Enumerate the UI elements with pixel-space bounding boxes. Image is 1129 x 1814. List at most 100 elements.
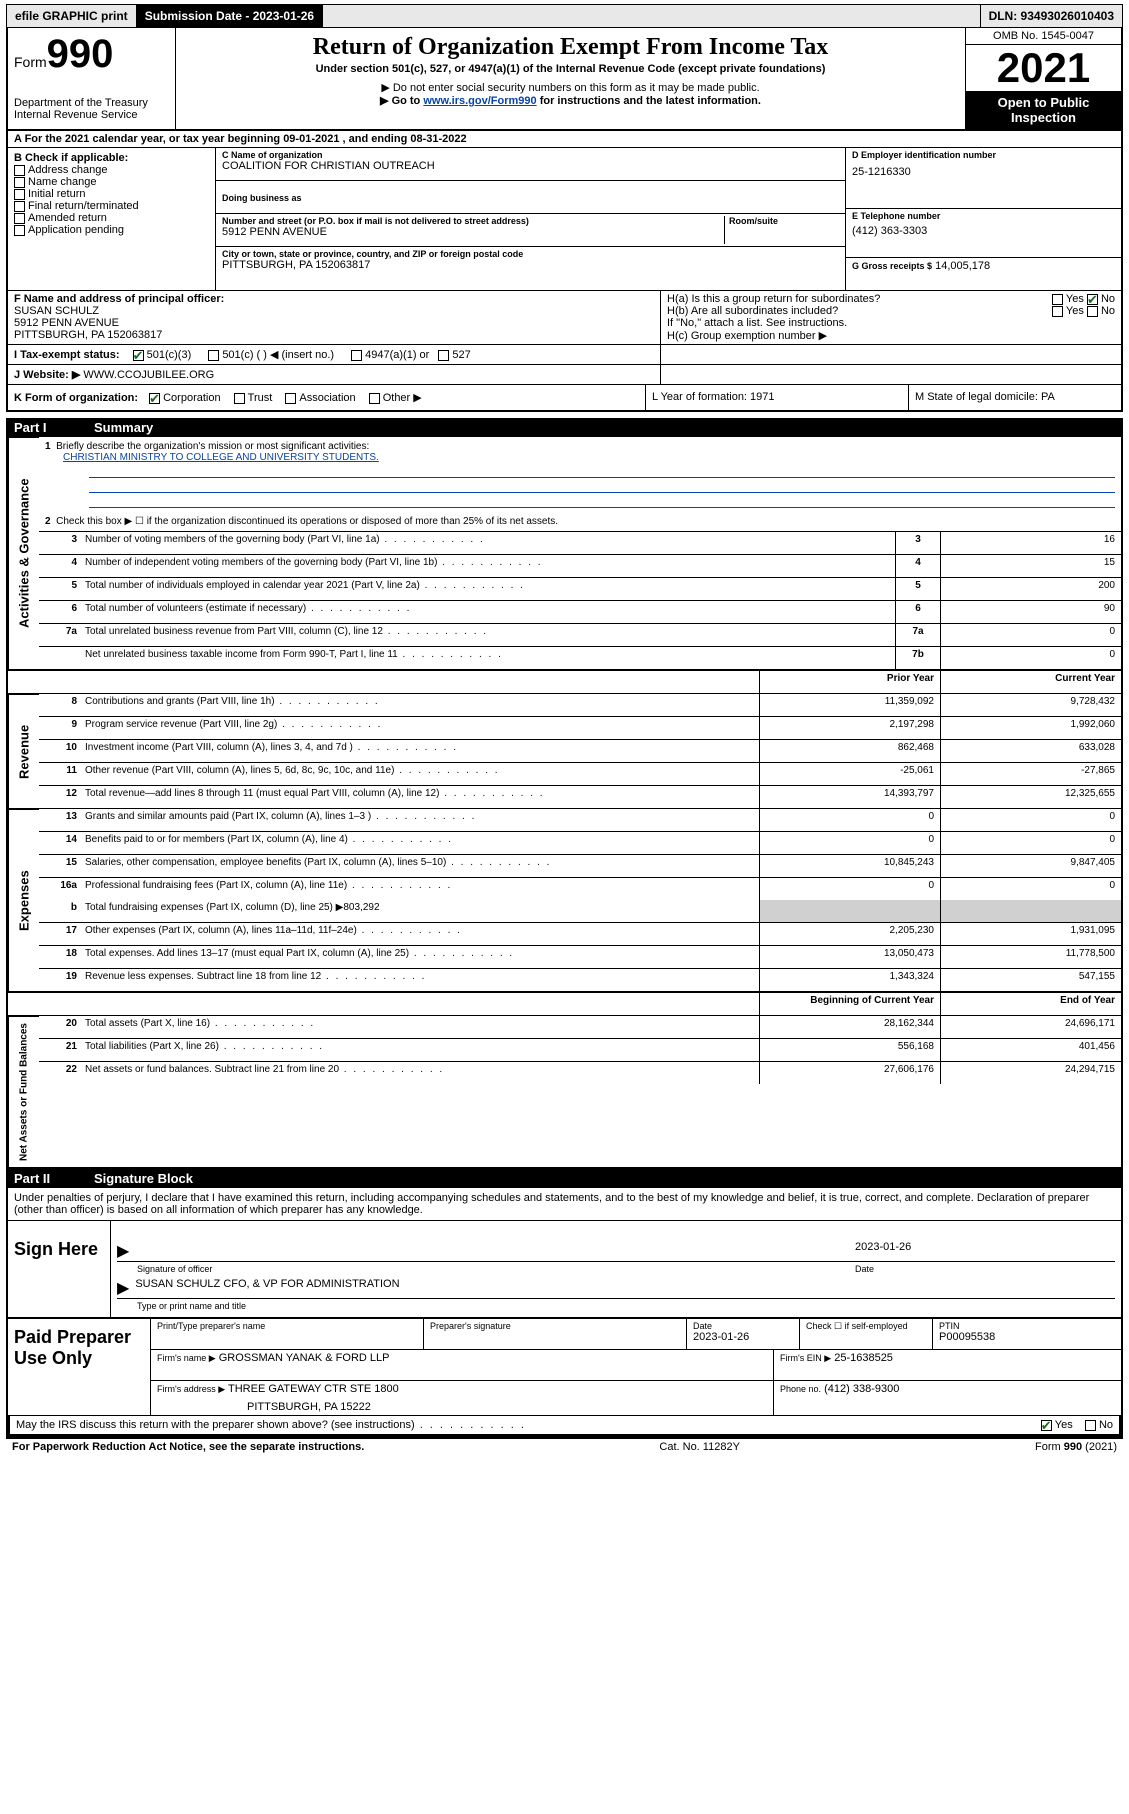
line-box: 4 [895,555,940,577]
part-2-title: Signature Block [94,1171,193,1186]
checkbox-amended[interactable] [14,213,25,224]
current-value: 11,778,500 [940,946,1121,968]
current-value: 12,325,655 [940,786,1121,808]
summary-line: 9Program service revenue (Part VIII, lin… [39,717,1121,740]
checkbox-final[interactable] [14,201,25,212]
sig-officer-field[interactable] [135,1241,855,1261]
f-line3: PITTSBURGH, PA 152063817 [14,329,654,341]
q1-answer[interactable]: CHRISTIAN MINISTRY TO COLLEGE AND UNIVER… [63,452,379,463]
hb-no-checkbox[interactable] [1087,306,1098,317]
k-trust-checkbox[interactable] [234,393,245,404]
irs-link[interactable]: www.irs.gov/Form990 [423,95,536,107]
firm-addr2-value: PITTSBURGH, PA 15222 [247,1401,767,1413]
pp-ptin-value: P00095538 [939,1331,1115,1343]
may-irs-text: May the IRS discuss this return with the… [16,1419,1041,1431]
b-opt-3-label: Final return/terminated [28,200,139,212]
part-2-header: Part II Signature Block [6,1169,1123,1188]
c-addr-value: 5912 PENN AVENUE [222,226,724,238]
header-center: Return of Organization Exempt From Incom… [176,28,965,129]
line-value: 15 [940,555,1121,577]
line-num: 7a [39,624,81,646]
ha-yes-label: Yes [1066,293,1084,305]
line-16b: b Total fundraising expenses (Part IX, c… [39,900,1121,923]
may-irs-row: May the IRS discuss this return with the… [8,1415,1121,1436]
k-assoc-checkbox[interactable] [285,393,296,404]
expense-rows: 13Grants and similar amounts paid (Part … [39,809,1121,991]
line-desc: Net unrelated business taxable income fr… [81,647,895,669]
may-irs-yes-checkbox[interactable] [1041,1420,1052,1431]
d-value: 25-1216330 [852,166,1115,178]
line-num: 6 [39,601,81,623]
i-501c3-checkbox[interactable] [133,350,144,361]
sig-date-value: 2023-01-26 [855,1241,1115,1261]
checkbox-addr-change[interactable] [14,165,25,176]
efile-print[interactable]: efile GRAPHIC print [7,5,137,27]
header-left: Form990 Department of the Treasury Inter… [8,28,176,129]
i-527-checkbox[interactable] [438,350,449,361]
part-1-body: Activities & Governance 1 Briefly descri… [6,437,1123,1169]
summary-line: 4Number of independent voting members of… [39,555,1121,578]
b-opt-5: Application pending [14,224,209,236]
col-header-row-2: Beginning of Current Year End of Year [8,991,1121,1016]
line-num: 3 [39,532,81,554]
dln: DLN: 93493026010403 [980,5,1122,27]
vtab-expenses: Expenses [8,809,39,991]
paid-preparer-section: Paid Preparer Use Only Print/Type prepar… [8,1317,1121,1415]
line-desc: Total number of individuals employed in … [81,578,895,600]
b-opt-5-label: Application pending [28,224,124,236]
line-num: 15 [39,855,81,877]
i-label: I Tax-exempt status: [14,349,120,361]
k-other-checkbox[interactable] [369,393,380,404]
sign-here-label: Sign Here [8,1221,111,1317]
pp-row-1: Print/Type preparer's name Preparer's si… [151,1319,1121,1350]
shaded-c-16b [940,900,1121,922]
line-num: 5 [39,578,81,600]
dept-treasury: Department of the Treasury [14,97,169,109]
may-irs-no-checkbox[interactable] [1085,1420,1096,1431]
summary-line: 14Benefits paid to or for members (Part … [39,832,1121,855]
paid-prep-fields: Print/Type preparer's name Preparer's si… [151,1319,1121,1415]
ha-no-checkbox[interactable] [1087,294,1098,305]
prior-value: 2,205,230 [759,923,940,945]
c-dba-label: Doing business as [222,193,839,203]
line-desc: Total expenses. Add lines 13–17 (must eq… [81,946,759,968]
k-corp-checkbox[interactable] [149,393,160,404]
line-box: 5 [895,578,940,600]
b-opt-4: Amended return [14,212,209,224]
hb-yes-checkbox[interactable] [1052,306,1063,317]
j-label: J Website: ▶ [14,369,80,381]
line-desc: Professional fundraising fees (Part IX, … [81,878,759,900]
i-501c-checkbox[interactable] [208,350,219,361]
c-name-value: COALITION FOR CHRISTIAN OUTREACH [222,160,839,172]
current-value: 24,696,171 [940,1016,1121,1038]
summary-line: 6Total number of volunteers (estimate if… [39,601,1121,624]
vtab-revenue: Revenue [8,694,39,808]
ha-yes-checkbox[interactable] [1052,294,1063,305]
blank-desc-2 [50,993,759,1015]
c-addr-row: Number and street (or P.O. box if mail i… [216,214,845,247]
sign-here-fields: ▶ 2023-01-26 Signature of officer Date ▶… [111,1221,1121,1317]
i-opt-2: 4947(a)(1) or [365,349,429,361]
section-revenue: Revenue 8Contributions and grants (Part … [8,694,1121,808]
prior-value: 28,162,344 [759,1016,940,1038]
box-b-title: B Check if applicable: [14,152,209,164]
row-f-h: F Name and address of principal officer:… [8,291,1121,345]
summary-line: 10Investment income (Part VIII, column (… [39,740,1121,763]
checkbox-pending[interactable] [14,225,25,236]
c-room-label: Room/suite [729,216,839,226]
checkbox-initial[interactable] [14,189,25,200]
checkbox-name-change[interactable] [14,177,25,188]
e-value: (412) 363-3303 [852,225,1115,237]
line-desc: Net assets or fund balances. Subtract li… [81,1062,759,1084]
omb-number: OMB No. 1545-0047 [966,28,1121,45]
row-i: I Tax-exempt status: 501(c)(3) 501(c) ( … [8,345,1121,365]
hb-row: H(b) Are all subordinates included? Yes … [667,305,1115,317]
may-irs-yesno: Yes No [1041,1419,1113,1431]
j-right-blank [661,365,1121,384]
line-desc: Revenue less expenses. Subtract line 18 … [81,969,759,991]
block-b-to-g: B Check if applicable: Address change Na… [8,148,1121,291]
i-4947-checkbox[interactable] [351,350,362,361]
current-value: 0 [940,878,1121,900]
line-num: 9 [39,717,81,739]
vtab-net: Net Assets or Fund Balances [8,1016,39,1167]
